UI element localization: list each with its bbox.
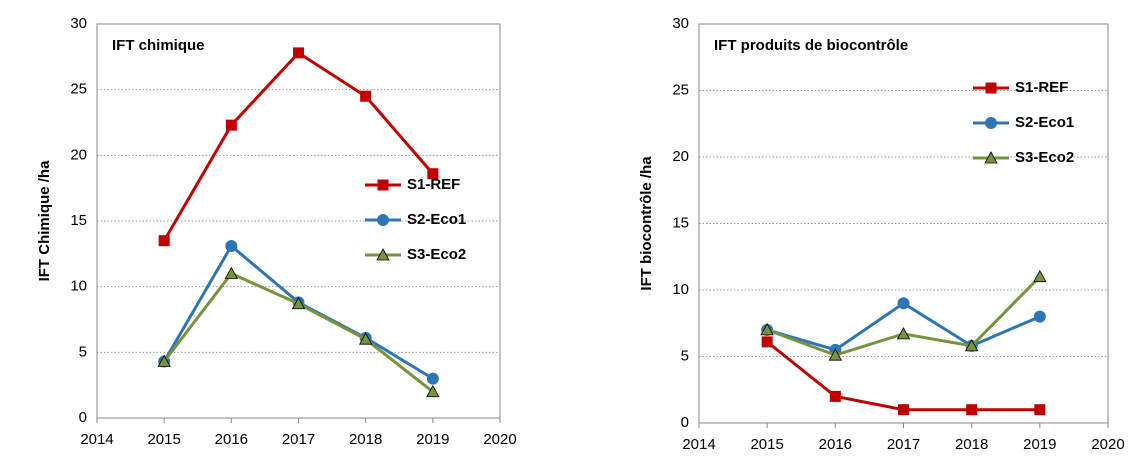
marker [898,404,909,416]
y-tick-label: 5 [681,347,689,364]
chart-title: IFT produits de biocontrôle [714,37,908,54]
x-tick-label: 2018 [349,431,382,448]
marker [1033,269,1047,283]
y-tick-label: 15 [672,214,689,231]
y-axis-label: IFT Chimique /ha [36,160,53,281]
marker [224,266,239,279]
y-tick-label: 0 [681,414,689,431]
y-axis-label: IFT biocontrôle /ha [638,156,655,291]
marker [360,90,372,102]
legend-label: S1-REF [407,176,460,193]
marker [761,336,773,348]
marker [377,179,389,191]
legend-label: S3-Eco2 [407,246,466,263]
marker [426,384,440,398]
series-line [766,340,1040,412]
legend-label: S2-Eco1 [1015,114,1074,131]
marker [1034,404,1046,416]
y-tick-label: 30 [672,15,689,32]
marker [828,348,843,361]
y-tick-label: 5 [79,343,87,360]
marker [984,151,998,164]
marker [426,372,439,385]
x-tick-label: 2019 [416,431,449,448]
legend-label: S1-REF [1015,79,1068,96]
marker [293,47,304,59]
y-tick-label: 25 [672,81,689,98]
marker [427,168,439,180]
marker [376,248,390,261]
x-tick-label: 2015 [147,431,180,448]
x-tick-label: 2016 [819,436,852,453]
marker [760,323,774,336]
y-tick-label: 25 [70,81,87,98]
series-line [162,50,434,242]
legend-label: S2-Eco1 [407,211,466,228]
marker [291,296,306,310]
x-tick-label: 2018 [955,436,988,453]
chart-title: IFT chimique [112,37,205,54]
marker [985,117,997,129]
y-tick-label: 30 [70,15,87,32]
y-tick-label: 0 [79,409,87,426]
x-tick-label: 2017 [282,431,315,448]
marker [1033,310,1046,323]
marker [829,390,841,402]
x-tick-label: 2019 [1023,436,1056,453]
series-line [766,301,1041,352]
x-tick-label: 2014 [80,431,113,448]
y-tick-label: 15 [70,212,87,229]
marker [966,404,978,416]
marker [964,339,979,352]
marker [896,327,911,340]
x-tick-label: 2014 [682,436,715,453]
marker [377,214,389,226]
marker [157,354,171,367]
x-tick-label: 2016 [215,431,248,448]
marker [358,332,373,345]
y-tick-label: 10 [672,281,689,298]
marker [225,239,238,252]
x-tick-label: 2015 [750,436,783,453]
marker [158,235,170,247]
x-tick-label: 2020 [483,431,516,448]
y-tick-label: 20 [672,148,689,165]
y-tick-label: 20 [70,146,87,163]
marker [897,297,910,310]
x-tick-label: 2017 [887,436,920,453]
legend-label: S3-Eco2 [1015,149,1074,166]
y-tick-label: 10 [70,278,87,295]
x-tick-label: 2020 [1091,436,1124,453]
marker [985,82,997,94]
marker [225,119,237,131]
